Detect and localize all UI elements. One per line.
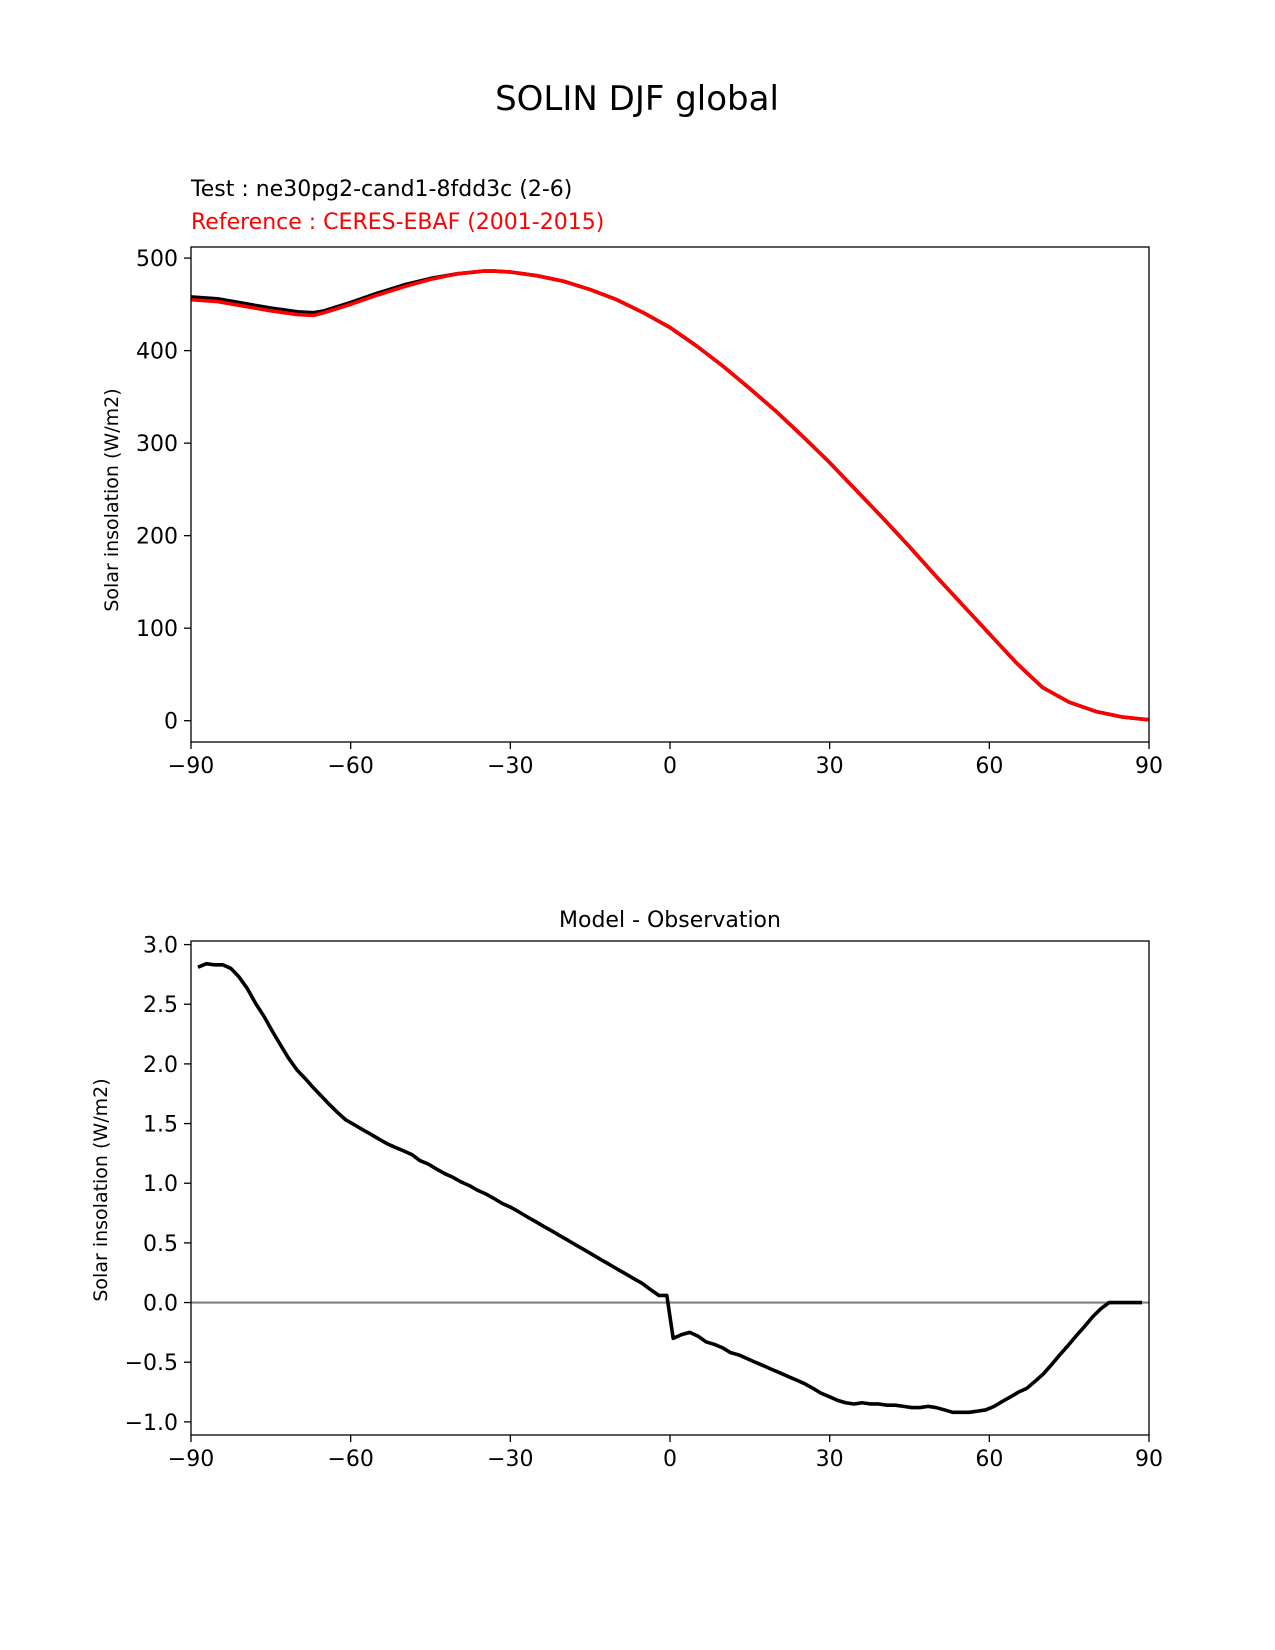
- bottom-panel: Model - Observation Solar insolation (W/…: [90, 908, 1163, 1472]
- x-tick-label: 0: [663, 1447, 677, 1472]
- x-tick-label: −30: [487, 754, 533, 779]
- x-tick-label: 60: [975, 754, 1003, 779]
- y-tick-label: 200: [136, 525, 178, 550]
- test-label: Test : ne30pg2-cand1-8fdd3c (2-6): [190, 177, 572, 202]
- x-tick-label: −60: [327, 1447, 373, 1472]
- y-tick-label: 300: [136, 432, 178, 457]
- x-tick-label: 90: [1135, 754, 1163, 779]
- y-tick-label: 1.0: [143, 1172, 178, 1197]
- x-tick-label: 60: [975, 1447, 1003, 1472]
- y-tick-label: 1.5: [143, 1113, 178, 1138]
- y-tick-label: 500: [136, 247, 178, 272]
- bottom-y-axis-label: Solar insolation (W/m2): [90, 1078, 112, 1301]
- x-tick-label: −30: [487, 1447, 533, 1472]
- y-tick-label: 0: [164, 710, 178, 735]
- series-line-2: [190, 269, 1150, 722]
- figure-title: SOLIN DJF global: [495, 79, 779, 119]
- x-tick-label: 90: [1135, 1447, 1163, 1472]
- top-plot-marks: −90 −60 −30 0 30 60 90 0 100 200 300 400 500: [136, 247, 1163, 779]
- y-tick-label: −1.0: [125, 1411, 178, 1436]
- series-line-1: [197, 961, 1143, 1415]
- y-tick-label: 400: [136, 340, 178, 365]
- y-tick-label: 0.0: [143, 1292, 178, 1317]
- reference-label: Reference : CERES-EBAF (2001-2015): [191, 210, 604, 235]
- bottom-chart-title: Model - Observation: [559, 908, 781, 933]
- y-tick-label: 3.0: [143, 934, 178, 959]
- x-tick-label: 30: [816, 754, 844, 779]
- y-tick-label: 2.5: [143, 993, 178, 1018]
- x-tick-label: −60: [327, 754, 373, 779]
- y-tick-label: 2.0: [143, 1053, 178, 1078]
- bottom-plot-frame: [190, 940, 1150, 1436]
- x-tick-label: 30: [816, 1447, 844, 1472]
- y-tick-label: 0.5: [143, 1232, 178, 1257]
- top-y-axis-label: Solar insolation (W/m2): [101, 388, 123, 611]
- x-tick-label: −90: [168, 1447, 214, 1472]
- top-panel: Test : ne30pg2-cand1-8fdd3c (2-6) Refere…: [101, 177, 1163, 779]
- top-plot-frame: [190, 246, 1150, 743]
- bottom-plot-marks: −90 −60 −30 0 30 60 90 −1.0 −0.5 0.0 0.5 1.0 1.5 2.0 2…: [125, 934, 1163, 1472]
- x-tick-label: 0: [663, 754, 677, 779]
- y-tick-label: −0.5: [125, 1351, 178, 1376]
- x-tick-label: −90: [168, 754, 214, 779]
- y-tick-label: 100: [136, 617, 178, 642]
